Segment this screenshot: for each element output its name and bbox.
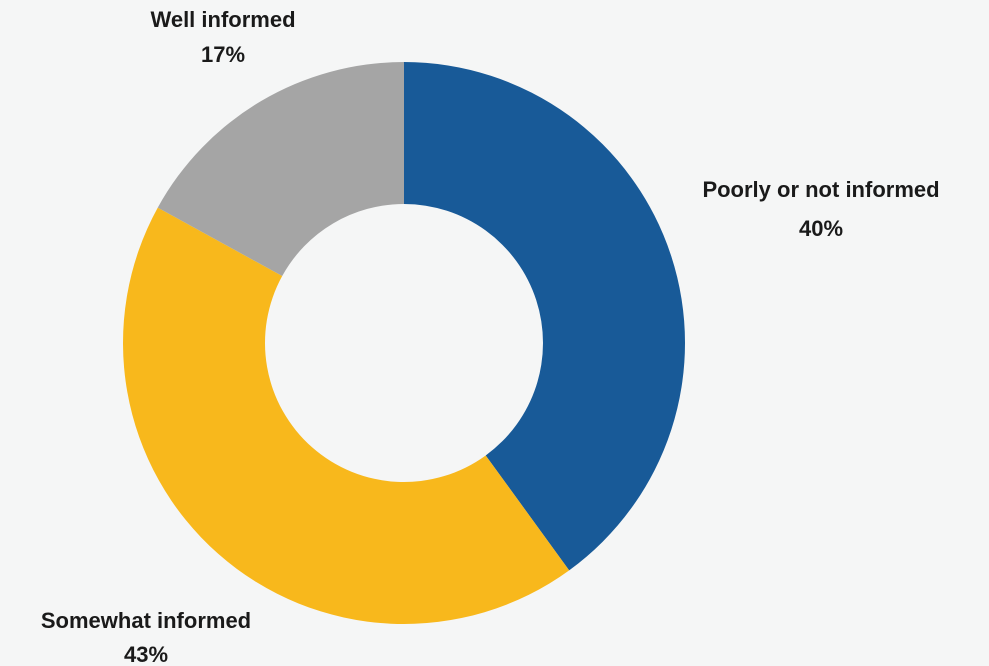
label-well-informed: Well informed 17% [150, 7, 295, 67]
slice-well-informed [157, 62, 404, 277]
slices-group [122, 62, 686, 625]
label-category-poorly-or-not-informed: Poorly or not informed [702, 177, 939, 202]
label-category-somewhat-informed: Somewhat informed [41, 608, 251, 633]
label-value-well-informed: 17% [201, 42, 245, 67]
label-category-well-informed: Well informed [150, 7, 295, 32]
labels-group: Poorly or not informed 40% Somewhat info… [41, 7, 940, 666]
label-somewhat-informed: Somewhat informed 43% [41, 608, 251, 666]
label-value-poorly-or-not-informed: 40% [799, 216, 843, 241]
slice-poorly-or-not-informed [404, 62, 686, 571]
slice-somewhat-informed [122, 207, 570, 625]
label-value-somewhat-informed: 43% [124, 642, 168, 666]
label-poorly-or-not-informed: Poorly or not informed 40% [702, 177, 939, 241]
